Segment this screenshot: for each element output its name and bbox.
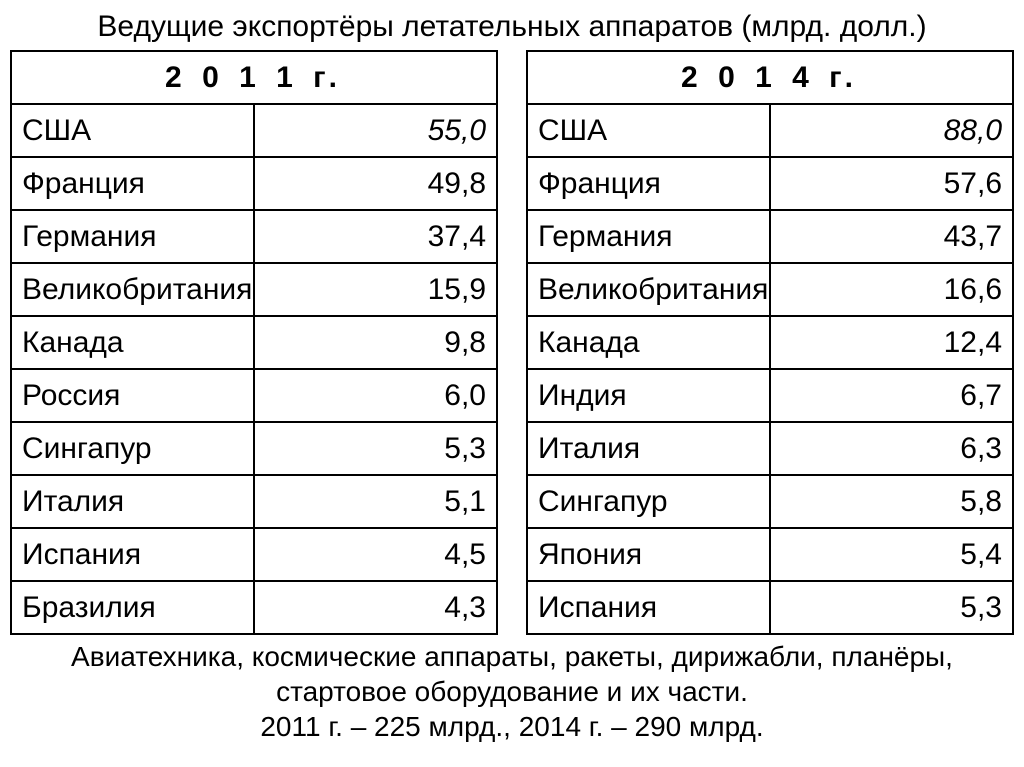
table-row: США 88,0 <box>527 104 1013 157</box>
country-cell: Испания <box>11 528 254 581</box>
country-cell: США <box>11 104 254 157</box>
table-row: Великобритания 15,9 <box>11 263 497 316</box>
table-row: Франция 49,8 <box>11 157 497 210</box>
value-cell: 15,9 <box>254 263 497 316</box>
value-cell: 16,6 <box>770 263 1013 316</box>
footer-line-2: стартовое оборудование и их части. <box>276 676 748 707</box>
country-cell: Япония <box>527 528 770 581</box>
value-cell: 5,3 <box>254 422 497 475</box>
table-row: Италия 5,1 <box>11 475 497 528</box>
table-row: Индия 6,7 <box>527 369 1013 422</box>
value-cell: 12,4 <box>770 316 1013 369</box>
value-cell: 43,7 <box>770 210 1013 263</box>
country-cell: Великобритания <box>527 263 770 316</box>
value-cell: 5,1 <box>254 475 497 528</box>
value-cell: 4,5 <box>254 528 497 581</box>
country-cell: Бразилия <box>11 581 254 634</box>
table-row: Канада 12,4 <box>527 316 1013 369</box>
value-cell: 6,3 <box>770 422 1013 475</box>
country-cell: Франция <box>11 157 254 210</box>
country-cell: Германия <box>11 210 254 263</box>
country-cell: Великобритания <box>11 263 254 316</box>
value-cell: 4,3 <box>254 581 497 634</box>
value-cell: 37,4 <box>254 210 497 263</box>
footer-line-1: Авиатехника, космические аппараты, ракет… <box>71 641 953 672</box>
table-2014: 2 0 1 4 г. США 88,0 Франция 57,6 Германи… <box>526 50 1014 635</box>
table-row: Канада 9,8 <box>11 316 497 369</box>
table-row: Италия 6,3 <box>527 422 1013 475</box>
footer-text: Авиатехника, космические аппараты, ракет… <box>10 639 1014 744</box>
table-row: Россия 6,0 <box>11 369 497 422</box>
table-row: США 55,0 <box>11 104 497 157</box>
table-row: Великобритания 16,6 <box>527 263 1013 316</box>
table-row: Япония 5,4 <box>527 528 1013 581</box>
country-cell: Россия <box>11 369 254 422</box>
value-cell: 57,6 <box>770 157 1013 210</box>
table-2011-header: 2 0 1 1 г. <box>11 51 497 104</box>
value-cell: 9,8 <box>254 316 497 369</box>
country-cell: Сингапур <box>11 422 254 475</box>
table-row: Испания 4,5 <box>11 528 497 581</box>
table-row: Германия 43,7 <box>527 210 1013 263</box>
table-row: Сингапур 5,3 <box>11 422 497 475</box>
country-cell: Испания <box>527 581 770 634</box>
table-row: Испания 5,3 <box>527 581 1013 634</box>
value-cell: 5,3 <box>770 581 1013 634</box>
value-cell: 49,8 <box>254 157 497 210</box>
value-cell: 5,8 <box>770 475 1013 528</box>
tables-container: 2 0 1 1 г. США 55,0 Франция 49,8 Германи… <box>10 50 1014 635</box>
value-cell: 55,0 <box>254 104 497 157</box>
footer-line-3: 2011 г. – 225 млрд., 2014 г. – 290 млрд. <box>260 711 763 742</box>
table-row: Сингапур 5,8 <box>527 475 1013 528</box>
country-cell: Индия <box>527 369 770 422</box>
country-cell: Канада <box>527 316 770 369</box>
table-row: Германия 37,4 <box>11 210 497 263</box>
country-cell: Италия <box>11 475 254 528</box>
table-2014-header: 2 0 1 4 г. <box>527 51 1013 104</box>
table-2011: 2 0 1 1 г. США 55,0 Франция 49,8 Германи… <box>10 50 498 635</box>
value-cell: 5,4 <box>770 528 1013 581</box>
country-cell: Канада <box>11 316 254 369</box>
table-row: Бразилия 4,3 <box>11 581 497 634</box>
value-cell: 88,0 <box>770 104 1013 157</box>
country-cell: Германия <box>527 210 770 263</box>
value-cell: 6,0 <box>254 369 497 422</box>
country-cell: Италия <box>527 422 770 475</box>
country-cell: США <box>527 104 770 157</box>
value-cell: 6,7 <box>770 369 1013 422</box>
table-row: Франция 57,6 <box>527 157 1013 210</box>
page-title: Ведущие экспортёры летательных аппаратов… <box>10 10 1014 44</box>
country-cell: Франция <box>527 157 770 210</box>
country-cell: Сингапур <box>527 475 770 528</box>
